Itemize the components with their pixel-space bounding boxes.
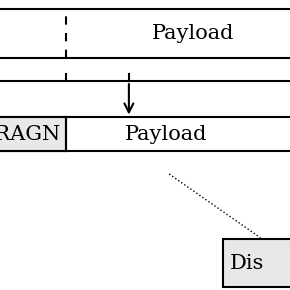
- Text: Payload: Payload: [125, 125, 208, 144]
- Text: FRAGN: FRAGN: [0, 125, 61, 144]
- Text: Payload: Payload: [152, 24, 235, 43]
- Bar: [0, 9, 290, 58]
- Text: Dis: Dis: [230, 254, 264, 273]
- Bar: [223, 239, 290, 287]
- Bar: [0, 117, 66, 151]
